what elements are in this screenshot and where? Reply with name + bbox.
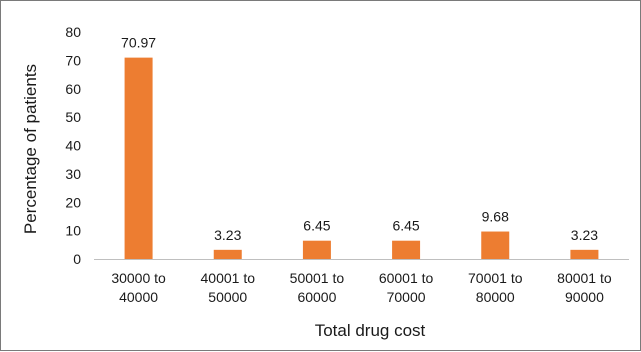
x-tick-label-line: 60000 — [297, 289, 336, 305]
bar — [570, 249, 599, 259]
x-tick-label: 40001 to 50000 — [201, 270, 256, 305]
x-tick-label-line: 60001 to — [379, 270, 434, 286]
x-tick-label-line: 80000 — [476, 289, 515, 305]
y-tick-label: 20 — [65, 194, 81, 210]
x-tick-label: 80001 to 90000 — [557, 270, 612, 305]
x-tick-label-line: 70000 — [387, 289, 426, 305]
data-label: 6.45 — [392, 218, 419, 234]
y-axis-title: Percentage of patients — [21, 64, 40, 234]
bar — [392, 240, 421, 259]
x-tick-label-line: 40000 — [119, 289, 158, 305]
x-tick-label: 60001 to 70000 — [379, 270, 434, 305]
bar — [124, 57, 153, 260]
x-tick-label: 30000 to 40000 — [111, 270, 166, 305]
y-axis: 0 10 20 30 40 50 60 70 80 — [65, 24, 81, 267]
y-tick-label: 30 — [65, 166, 81, 182]
x-tick-label-line: 90000 — [565, 289, 604, 305]
x-tick-label: 70001 to 80000 — [468, 270, 523, 305]
y-tick-label: 0 — [73, 251, 81, 267]
x-tick-label-line: 50001 to — [290, 270, 345, 286]
y-tick-label: 10 — [65, 223, 81, 239]
bar — [302, 240, 331, 259]
data-label: 70.97 — [121, 35, 156, 51]
data-label: 3.23 — [571, 227, 598, 243]
data-label: 9.68 — [482, 209, 509, 225]
y-tick-label: 50 — [65, 109, 81, 125]
x-tick-label-line: 30000 to — [111, 270, 166, 286]
bar — [481, 231, 510, 259]
data-label: 3.23 — [214, 227, 241, 243]
y-tick-label: 60 — [65, 81, 81, 97]
y-tick-label: 40 — [65, 138, 81, 154]
x-tick-label-line: 70001 to — [468, 270, 523, 286]
y-tick-label: 80 — [65, 24, 81, 40]
data-label: 6.45 — [303, 218, 330, 234]
bars — [124, 57, 599, 260]
bar — [213, 249, 242, 259]
x-tick-label-line: 80001 to — [557, 270, 612, 286]
x-tick-label: 50001 to 60000 — [290, 270, 345, 305]
x-axis: 30000 to 40000 40001 to 50000 50001 to 60000 6… — [94, 259, 629, 305]
x-tick-label-line: 40001 to — [201, 270, 256, 286]
x-tick-label-line: 50000 — [208, 289, 247, 305]
x-axis-title: Total drug cost — [315, 321, 426, 340]
data-labels: 70.97 3.23 6.45 6.45 9.68 3.23 — [121, 35, 598, 243]
y-tick-label: 70 — [65, 52, 81, 68]
